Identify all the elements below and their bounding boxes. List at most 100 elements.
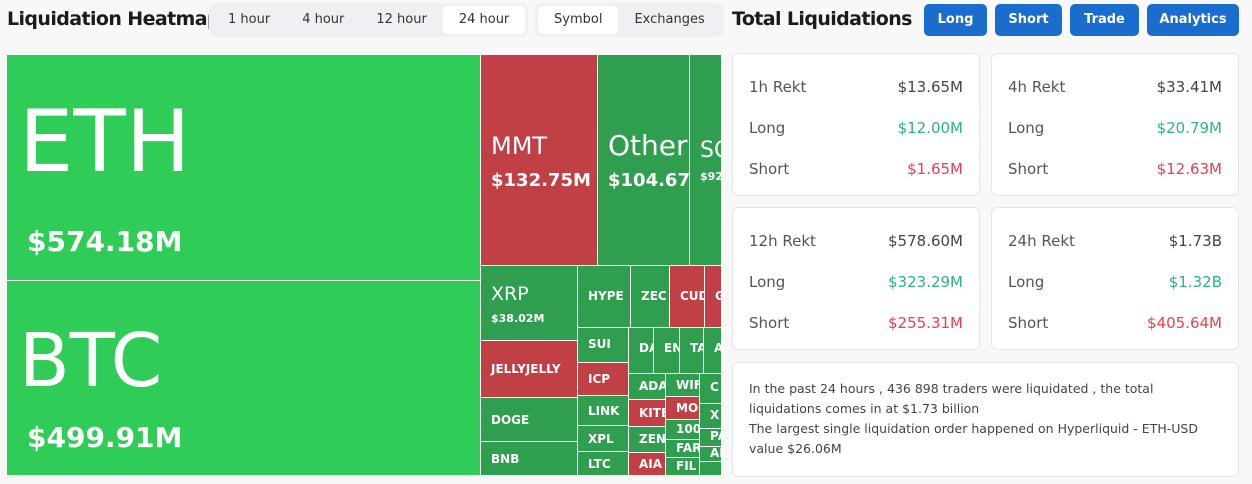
tile-mon[interactable]: MON xyxy=(666,397,700,420)
long-value: $12.00M xyxy=(897,119,963,137)
rekt-card: 1h Rekt $13.65M Long $12.00M Short $1.65M xyxy=(732,53,980,196)
tile-symbol: MMT xyxy=(491,132,548,160)
tile-symbol: 1000 xyxy=(676,422,699,436)
long-button[interactable]: Long xyxy=(924,4,987,36)
tile-en[interactable]: EN xyxy=(654,328,680,374)
tile-symbol: AI xyxy=(710,447,721,460)
card-title: 24h Rekt xyxy=(1008,232,1075,250)
tile-xrp[interactable]: XRP $38.02M xyxy=(481,266,578,341)
tile-value: $499.91M xyxy=(27,421,183,454)
card-title: 12h Rekt xyxy=(749,232,816,250)
tile-symbol: HYPE xyxy=(588,289,624,303)
tile-zen[interactable]: ZEN xyxy=(629,427,666,453)
tile-others[interactable]: Others $104.67M xyxy=(598,55,690,266)
tile-value: $104.67M xyxy=(608,170,690,191)
short-label: Short xyxy=(1008,160,1049,178)
totals-title: Total Liquidations xyxy=(732,8,912,30)
long-value: $1.32B xyxy=(1168,273,1222,291)
tile-bnb[interactable]: BNB xyxy=(481,442,578,476)
summary-card: In the past 24 hours , 436 898 traders w… xyxy=(732,362,1239,477)
card-total: $1.73B xyxy=(1168,232,1222,250)
tile-mmt[interactable]: MMT $132.75M xyxy=(481,55,598,266)
tile-c[interactable]: C xyxy=(700,374,722,404)
tile-ltc[interactable]: LTC xyxy=(578,452,629,476)
tile-fart[interactable]: FART xyxy=(666,440,700,458)
tile-fil[interactable]: FIL xyxy=(666,458,700,476)
tile-symbol: ETH xyxy=(19,92,191,192)
tile-symbol: KITE xyxy=(639,406,665,420)
tile-symbol: DA xyxy=(639,341,653,355)
short-value: $405.64M xyxy=(1147,314,1222,332)
tile-symbol: FIL xyxy=(676,459,697,473)
tile-symbol: BNB xyxy=(491,452,520,466)
tile-symbol: TA xyxy=(690,341,703,355)
tile-symbol: MON xyxy=(676,401,699,415)
tile-ta[interactable]: TA xyxy=(680,328,704,374)
tile-da[interactable]: DA xyxy=(629,328,654,374)
rekt-card: 4h Rekt $33.41M Long $20.79M Short $12.63M xyxy=(991,53,1239,196)
tab-4-hour[interactable]: 4 hour xyxy=(302,12,345,27)
tile-x[interactable]: X xyxy=(700,404,722,429)
tab-exchanges[interactable]: Exchanges xyxy=(634,12,705,27)
tile-jellyjelly[interactable]: JELLYJELLY xyxy=(481,341,578,398)
tab-24-hour[interactable]: 24 hour xyxy=(442,6,526,34)
long-value: $323.29M xyxy=(888,273,963,291)
tile-symbol: A xyxy=(714,341,721,355)
tile-symbol: G xyxy=(715,289,721,303)
tile-symbol: X xyxy=(710,408,720,422)
tile-hype[interactable]: HYPE xyxy=(578,266,631,328)
short-label: Short xyxy=(1008,314,1049,332)
tile-icp[interactable]: ICP xyxy=(578,363,629,396)
tile-symbol: ZEC xyxy=(641,289,667,303)
tile-value: $132.75M xyxy=(491,170,591,191)
tile-ai[interactable]: AI xyxy=(700,447,722,462)
tile-kite[interactable]: KITE xyxy=(629,400,666,427)
tile-zec[interactable]: ZEC xyxy=(631,266,670,328)
tile-symbol: PA xyxy=(710,429,721,443)
short-button[interactable]: Short xyxy=(995,4,1062,36)
short-value: $255.31M xyxy=(888,314,963,332)
tile-misc[interactable] xyxy=(700,462,722,476)
long-label: Long xyxy=(1008,119,1045,137)
tile-g[interactable]: G xyxy=(705,266,722,328)
tile-xpl[interactable]: XPL xyxy=(578,426,629,452)
tile-symbol: FART xyxy=(676,441,700,455)
tile-wif[interactable]: WIF xyxy=(666,374,700,397)
tile-pa[interactable]: PA xyxy=(700,429,722,447)
tile-sol[interactable]: SOL $92 xyxy=(690,55,722,266)
heatmap-title: Liquidation Heatmap xyxy=(7,8,221,30)
tile-link[interactable]: LINK xyxy=(578,396,629,426)
tile-doge[interactable]: DOGE xyxy=(481,398,578,442)
tile-a[interactable]: A xyxy=(704,328,722,374)
tile-value: $38.02M xyxy=(491,312,545,325)
grouping-tabs: Symbol Exchanges xyxy=(535,3,724,37)
card-total: $33.41M xyxy=(1156,78,1222,96)
tile-symbol: SOL xyxy=(700,138,721,163)
summary-line-1: In the past 24 hours , 436 898 traders w… xyxy=(749,381,1154,416)
tile-symbol: Others xyxy=(608,129,689,162)
tile-value: $574.18M xyxy=(27,225,183,258)
tile-aia[interactable]: AIA xyxy=(629,453,666,476)
long-label: Long xyxy=(749,119,786,137)
tile-btc[interactable]: BTC $499.91M xyxy=(7,281,481,476)
rekt-card: 24h Rekt $1.73B Long $1.32B Short $405.64M xyxy=(991,207,1239,350)
tile-value: $92 xyxy=(700,170,722,183)
tile-eth[interactable]: ETH $574.18M xyxy=(7,55,481,281)
tile-sui[interactable]: SUI xyxy=(578,328,629,363)
tile-symbol: DOGE xyxy=(491,413,530,427)
trade-button[interactable]: Trade xyxy=(1070,4,1139,36)
tile-symbol: BTC xyxy=(19,318,163,404)
tab-12-hour[interactable]: 12 hour xyxy=(376,12,427,27)
tile-symbol: ADA xyxy=(639,379,666,393)
tile-symbol: SUI xyxy=(588,337,611,351)
tab-1-hour[interactable]: 1 hour xyxy=(228,12,271,27)
tile-symbol: C xyxy=(710,380,719,394)
short-label: Short xyxy=(749,314,790,332)
tile-1000[interactable]: 1000 xyxy=(666,420,700,440)
tab-symbol[interactable]: Symbol xyxy=(538,6,619,34)
tile-ada[interactable]: ADA xyxy=(629,374,666,400)
tile-symbol: JELLYJELLY xyxy=(491,362,561,376)
tile-symbol: WIF xyxy=(676,378,700,392)
analytics-button[interactable]: Analytics xyxy=(1147,4,1239,36)
tile-cud[interactable]: CUD xyxy=(670,266,705,328)
